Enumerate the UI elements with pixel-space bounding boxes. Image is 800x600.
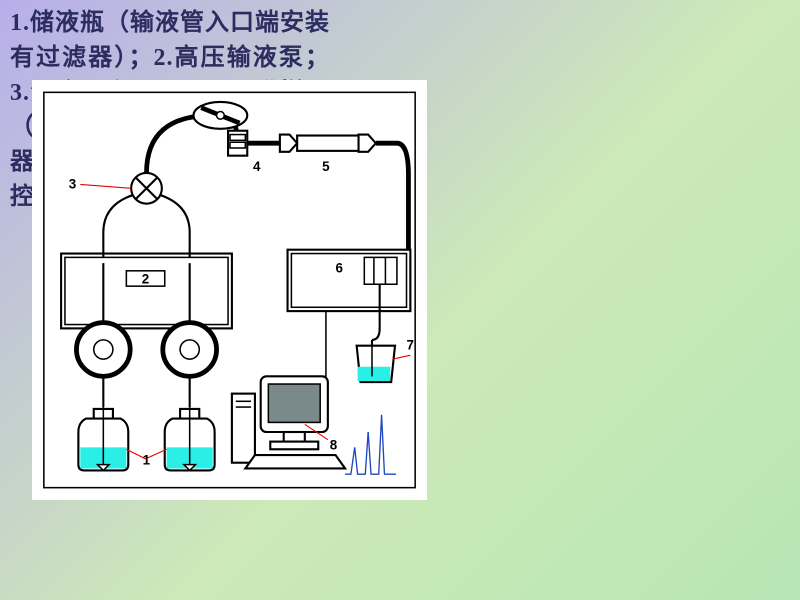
label-8: 8 [330,437,338,452]
label-4: 4 [253,159,261,174]
label-6: 6 [336,261,343,276]
waste-beaker [357,346,395,382]
label-2: 2 [142,271,149,286]
label-3: 3 [69,176,76,191]
label-1: 1 [143,453,151,468]
hplc-diagram-svg: 1 2 3 4 5 6 7 8 [40,88,419,492]
label-5: 5 [322,159,330,174]
hplc-diagram-panel: 1 2 3 4 5 6 7 8 [32,80,427,500]
label-7: 7 [407,337,414,352]
